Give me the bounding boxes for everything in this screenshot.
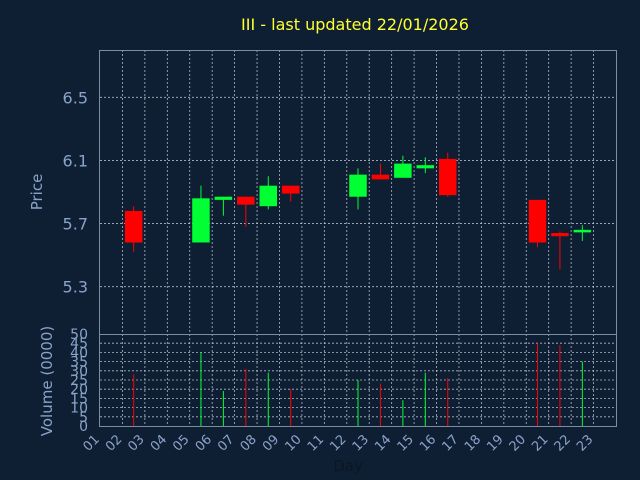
x-tick-label: 22 <box>552 432 574 454</box>
x-tick-label: 13 <box>350 432 372 454</box>
volume-tick-label: 35 <box>70 355 88 371</box>
x-tick-label: 11 <box>305 432 327 454</box>
candle-body <box>124 210 143 243</box>
candle-body <box>259 185 278 207</box>
volume-tick-label: 45 <box>70 336 88 352</box>
x-tick-label: 07 <box>215 432 237 454</box>
x-tick-label: 20 <box>507 432 529 454</box>
volume-tick-label: 15 <box>70 391 88 407</box>
candle-body <box>371 174 390 180</box>
candles-layer <box>124 152 592 270</box>
candle-body <box>416 165 435 169</box>
x-tick-label: 06 <box>193 432 215 454</box>
volume-tick-label: 25 <box>70 373 88 389</box>
price-axis-label: Price <box>28 174 46 211</box>
x-tick-label: 01 <box>81 432 103 454</box>
volume-tick-label: 40 <box>70 345 88 361</box>
x-tick-label: 12 <box>327 432 349 454</box>
x-tick-label: 15 <box>395 432 417 454</box>
candle-body <box>394 163 412 178</box>
x-tick-label: 05 <box>170 432 192 454</box>
x-tick-label: 14 <box>372 432 394 454</box>
x-tick-label: 08 <box>238 432 260 454</box>
price-tick-label: 6.1 <box>63 151 88 170</box>
x-tick-label: 19 <box>484 432 506 454</box>
x-tick-label: 09 <box>260 432 282 454</box>
volume-tick-label: 10 <box>70 401 88 417</box>
candle-body <box>573 229 592 233</box>
candle-body <box>528 199 547 243</box>
volume-tick-label: 30 <box>70 364 88 380</box>
x-tick-label: 03 <box>125 432 147 454</box>
x-tick-label: 18 <box>462 432 484 454</box>
chart-title: III - last updated 22/01/2026 <box>241 15 469 34</box>
volume-tick-label: 20 <box>70 382 88 398</box>
volume-plot-frame <box>99 334 617 427</box>
candle-body <box>349 174 367 197</box>
x-tick-label: 21 <box>529 432 551 454</box>
x-tick-label: 10 <box>282 432 304 454</box>
x-tick-label: 02 <box>103 432 125 454</box>
price-tick-label: 6.5 <box>63 88 88 107</box>
candle-body <box>237 196 255 205</box>
candle-body <box>281 185 300 194</box>
price-tick-label: 5.7 <box>63 215 88 234</box>
candle-body <box>551 233 569 237</box>
candle-body <box>214 196 233 200</box>
volume-tick-label: 0 <box>79 419 88 435</box>
candle-body <box>192 198 210 243</box>
x-axis-ticks: 01 02 03 04 05 06 07 08 09 10 11 12 13 14 15 16 17 18 19 20… <box>81 432 597 454</box>
volume-tick-label: 50 <box>70 327 88 343</box>
volume-bars-layer <box>133 343 583 426</box>
volume-axis-label: Volume (0000) <box>38 326 56 436</box>
price-axis-ticks: 5.3 5.7 6.1 6.5 <box>63 88 88 296</box>
candle-body <box>438 158 457 196</box>
x-tick-label: 04 <box>148 432 170 454</box>
volume-tick-label: 5 <box>79 410 88 426</box>
x-tick-label: 17 <box>439 432 461 454</box>
price-tick-label: 5.3 <box>63 278 88 297</box>
x-axis-label: Day <box>333 457 363 475</box>
x-tick-label: 16 <box>417 432 439 454</box>
x-tick-label: 23 <box>574 432 596 454</box>
